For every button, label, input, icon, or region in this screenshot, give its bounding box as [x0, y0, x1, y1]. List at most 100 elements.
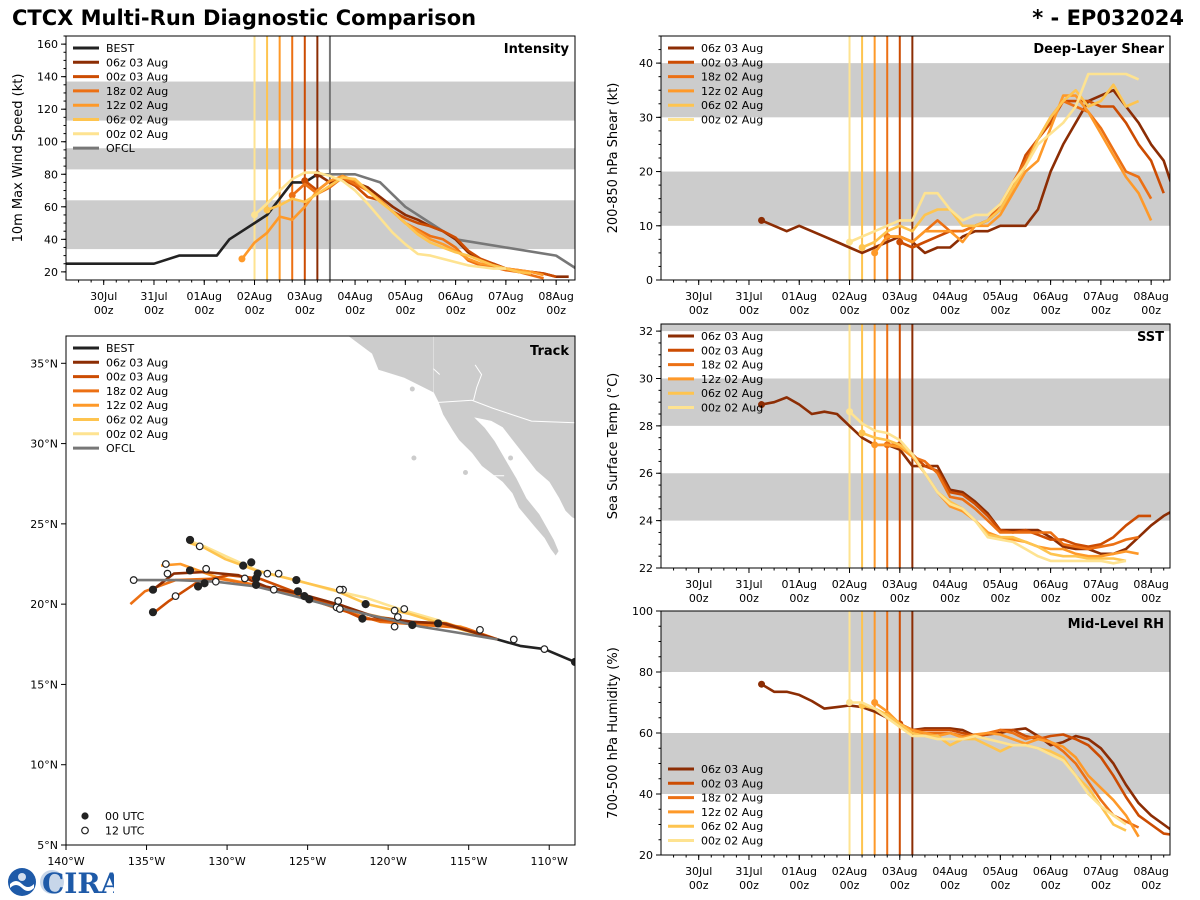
intensity-start-marker-00z-02-aug	[251, 211, 259, 219]
shear-xtick-label: 01Aug	[782, 290, 817, 303]
intensity-xtick-label: 07Aug	[488, 290, 523, 303]
legend-label-00z-03-aug: 00z 03 Aug	[701, 344, 763, 357]
shear-xtick-label: 00z	[1041, 304, 1061, 317]
intensity-xtick-label: 00z	[345, 304, 365, 317]
marker-12utc	[335, 585, 344, 594]
track-ytick-label: 10°N	[30, 759, 58, 772]
rh-ytick-label: 40	[639, 788, 653, 801]
sst-start-marker-06z-02-aug	[858, 429, 866, 437]
marker-00utc	[148, 608, 158, 617]
sst-xtick-label: 05Aug	[983, 578, 1018, 591]
shear-xtick-label: 31Jul	[735, 290, 762, 303]
intensity-start-marker-06z-02-aug	[263, 206, 271, 214]
shear-xtick-label: 08Aug	[1133, 290, 1168, 303]
intensity-xtick-label: 06Aug	[438, 290, 473, 303]
legend-label-18z-02-aug: 18z 02 Aug	[701, 792, 763, 805]
marker-00utc	[185, 566, 195, 575]
marker-00utc	[148, 585, 158, 594]
rh-panel: 30Jul00z31Jul00z01Aug00z02Aug00z03Aug00z…	[606, 605, 1171, 892]
sst-xtick-label: 30Jul	[685, 578, 712, 591]
intensity-ytick-label: 160	[37, 38, 58, 51]
track-ytick-label: 15°N	[30, 678, 58, 691]
intensity-ytick-label: 140	[37, 71, 58, 84]
rh-band-1	[661, 611, 1170, 672]
rh-plot-area	[661, 611, 1170, 855]
marker-12utc	[274, 569, 283, 578]
sst-xtick-label: 07Aug	[1083, 578, 1118, 591]
state-border	[473, 364, 483, 401]
intensity-start-marker-18z-02-aug	[288, 191, 296, 199]
sst-xtick-label: 31Jul	[735, 578, 762, 591]
rh-xtick-label: 00z	[1091, 879, 1111, 892]
intensity-series-00z-02-aug	[253, 171, 506, 270]
marker-00utc	[239, 561, 248, 570]
legend-label-ofcl: OFCL	[106, 142, 136, 155]
marker-12utc	[202, 564, 211, 573]
marker-00utc	[200, 579, 209, 588]
rh-ylabel: 700-500 hPa Humidity (%)	[606, 647, 621, 819]
rh-xtick-label: 03Aug	[882, 865, 917, 878]
marker-00utc	[292, 575, 301, 585]
rh-xtick-label: 00z	[940, 879, 960, 892]
intensity-xtick-label: 00z	[94, 304, 114, 317]
shear-band-0	[661, 171, 1170, 226]
shear-xtick-label: 00z	[990, 304, 1010, 317]
shear-series-06z-02-aug	[861, 83, 1140, 249]
shear-xtick-label: 04Aug	[932, 290, 967, 303]
marker-12utc	[400, 605, 409, 613]
shear-start-marker-12z-02-aug	[871, 249, 879, 257]
shear-xtick-label: 03Aug	[882, 290, 917, 303]
track-xtick-label: 125°W	[289, 855, 326, 868]
legend-label-06z-02-aug: 06z 02 Aug	[701, 99, 763, 112]
legend-label-00z-02-aug: 00z 02 Aug	[701, 402, 763, 415]
legend-label-06z-03-aug: 06z 03 Aug	[701, 330, 763, 343]
sst-frame	[660, 323, 1171, 569]
legend-label-12z-02-aug: 12z 02 Aug	[701, 806, 763, 819]
sst-xtick-label: 00z	[739, 592, 759, 605]
legend-label-00z-03-aug: 00z 03 Aug	[701, 56, 763, 69]
legend-label-ofcl: OFCL	[106, 442, 136, 455]
shear-title: Deep-Layer Shear	[1033, 42, 1164, 57]
legend-label-06z-02-aug: 06z 02 Aug	[701, 820, 763, 833]
marker-12utc	[129, 576, 138, 584]
sst-title: SST	[1137, 330, 1164, 345]
legend-label-00z-02-aug: 00z 02 Aug	[106, 128, 168, 141]
shear-series-00z-02-aug	[848, 72, 1140, 244]
marker-12utc	[211, 577, 220, 586]
marker-12utc	[163, 569, 172, 578]
marker-12utc	[335, 605, 344, 613]
rh-xtick-label: 04Aug	[932, 865, 967, 878]
intensity-band-1	[66, 148, 575, 170]
shear-xtick-label: 00z	[1091, 304, 1111, 317]
rh-title: Mid-Level RH	[1068, 617, 1164, 632]
legend-label-00z-03-aug: 00z 03 Aug	[701, 777, 763, 790]
intensity-xtick-label: 31Jul	[140, 290, 167, 303]
intensity-ylabel: 10m Max Wind Speed (kt)	[11, 74, 26, 243]
shear-panel: 30Jul00z31Jul00z01Aug00z02Aug00z03Aug00z…	[606, 35, 1171, 317]
marker-12utc	[269, 585, 278, 594]
marker-00utc	[570, 657, 575, 667]
marker-12utc	[509, 635, 518, 644]
legend-label-06z-03-aug: 06z 03 Aug	[701, 763, 763, 776]
rh-xtick-label: 00z	[1041, 879, 1061, 892]
marker-12utc	[195, 542, 204, 551]
shear-ytick-label: 40	[639, 57, 653, 70]
legend-label-00z-03-aug: 00z 03 Aug	[106, 71, 168, 84]
track-ytick-label: 35°N	[30, 357, 58, 370]
sst-series-00z-02-aug	[848, 410, 1127, 565]
legend-label-06z-03-aug: 06z 03 Aug	[106, 56, 168, 69]
sst-xtick-label: 00z	[1141, 592, 1161, 605]
rh-xtick-label: 00z	[739, 879, 759, 892]
shear-xtick-label: 00z	[689, 304, 709, 317]
sst-xtick-label: 00z	[1091, 592, 1111, 605]
shear-ytick-label: 20	[639, 166, 653, 179]
marker-12utc	[171, 592, 180, 601]
shear-series-00z-03-aug	[899, 99, 1165, 249]
legend-label-00z-03-aug: 00z 03 Aug	[106, 371, 168, 384]
rh-xtick-label: 05Aug	[983, 865, 1018, 878]
marker-12utc	[476, 625, 484, 634]
shear-xtick-label: 30Jul	[685, 290, 712, 303]
